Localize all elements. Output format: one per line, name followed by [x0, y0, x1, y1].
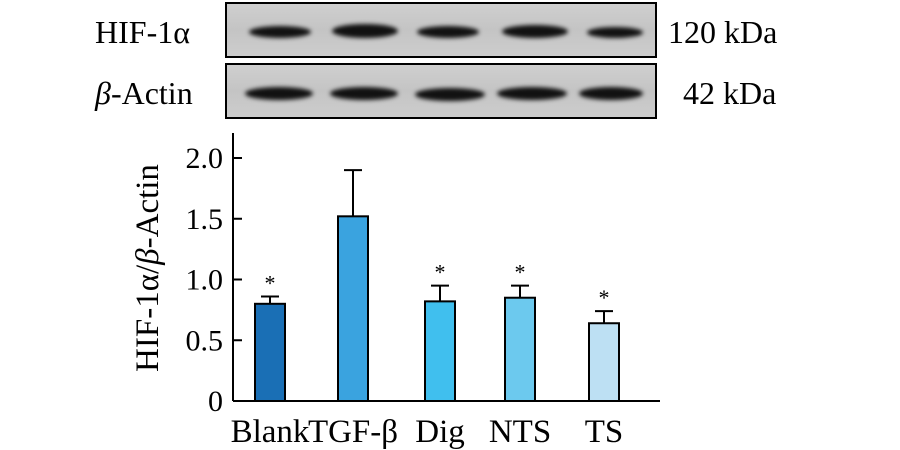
x-tick-label: TS — [585, 414, 624, 450]
blot-band — [579, 87, 643, 100]
blot-band — [332, 24, 398, 38]
y-axis-label: HIF-1α/β-Actin — [130, 164, 166, 372]
x-tick-label: Blank — [231, 414, 310, 450]
y-tick-label: 1.5 — [186, 203, 224, 236]
bar — [504, 296, 536, 403]
blot-band — [417, 26, 479, 38]
x-tick-label: NTS — [489, 414, 551, 450]
y-tick-label: 2.0 — [186, 142, 224, 175]
significance-marker: * — [435, 260, 446, 285]
blot-size-hif: 120 kDa — [668, 14, 778, 50]
blot-band — [249, 26, 311, 38]
blot-band — [502, 25, 568, 38]
blot-band — [587, 27, 643, 38]
significance-marker: * — [515, 260, 526, 285]
blot-band — [245, 87, 313, 100]
bar — [254, 302, 286, 402]
y-tick-label: 0.5 — [186, 324, 224, 357]
blot-row-label-actin-rest: -Actin — [110, 75, 193, 111]
blot-band — [415, 88, 485, 101]
bar — [588, 322, 620, 402]
x-tick-label: Dig — [415, 414, 465, 450]
y-tick-label: 0 — [208, 385, 223, 418]
blot-row-label-actin-beta: β — [95, 75, 111, 111]
blot-band — [330, 87, 398, 100]
blot-image-hif — [225, 2, 657, 58]
blot-row-label-actin: β-Actin — [95, 77, 193, 109]
significance-marker: * — [265, 271, 276, 296]
bar — [424, 300, 456, 402]
blot-size-actin: 42 kDa — [683, 75, 777, 111]
blot-image-actin — [225, 63, 657, 119]
y-tick-label: 1.0 — [186, 264, 224, 297]
blot-band — [497, 87, 567, 100]
significance-marker: * — [599, 285, 610, 310]
bar — [337, 215, 369, 402]
x-tick-label: TGF-β — [308, 414, 398, 450]
blot-row-label-hif: HIF-1α — [95, 14, 190, 50]
